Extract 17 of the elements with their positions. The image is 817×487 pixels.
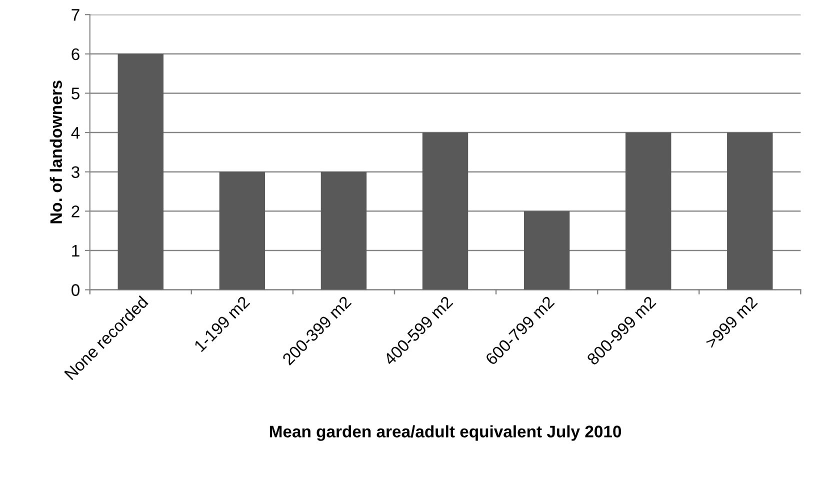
bar [118,54,164,290]
y-tick-label: 0 [72,284,80,296]
y-tick-label: 6 [72,48,80,60]
y-tick-label: 7 [72,9,80,21]
y-tick-label: 4 [71,127,80,139]
bar [626,132,672,290]
y-tick-label: 3 [72,166,80,178]
bar [422,132,468,290]
y-axis-title: No. of landowners [50,80,62,224]
bar [219,172,266,290]
bar [727,132,773,290]
y-tick-label: 5 [72,88,80,100]
bar [524,211,570,290]
x-axis-title: Mean garden area/adult equivalent July 2010 [270,425,622,441]
bar [320,172,367,290]
y-tick-label: 1 [72,245,80,256]
y-tick-label: 2 [72,206,80,218]
